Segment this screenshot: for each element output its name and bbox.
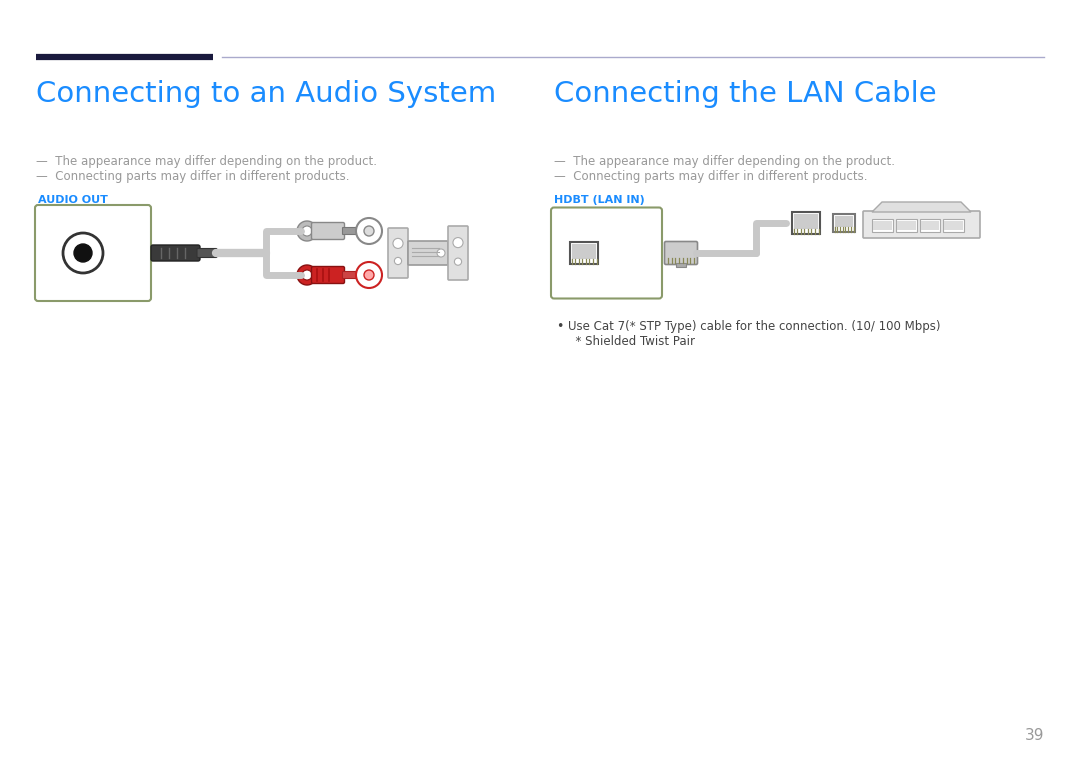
Text: —  The appearance may differ depending on the product.: — The appearance may differ depending on… [554,155,895,168]
FancyBboxPatch shape [35,205,151,301]
Circle shape [437,249,445,257]
FancyBboxPatch shape [448,226,468,280]
Text: Connecting the LAN Cable: Connecting the LAN Cable [554,80,936,108]
FancyBboxPatch shape [863,211,980,238]
Bar [572,244,596,259]
Polygon shape [872,202,971,212]
Circle shape [394,257,402,265]
Circle shape [302,226,312,236]
Bar [920,221,940,230]
Bar [943,219,964,232]
Text: AUDIO OUT: AUDIO OUT [38,195,108,205]
FancyBboxPatch shape [311,266,345,284]
Bar [919,219,941,232]
FancyBboxPatch shape [408,241,448,265]
Circle shape [63,233,103,273]
Circle shape [297,265,318,285]
Circle shape [455,258,461,266]
Circle shape [356,218,382,244]
FancyBboxPatch shape [311,223,345,240]
Text: —  Connecting parts may differ in different products.: — Connecting parts may differ in differe… [554,170,867,183]
Bar [873,221,892,230]
Bar [792,212,820,234]
FancyBboxPatch shape [551,208,662,298]
Text: •: • [556,320,564,333]
FancyBboxPatch shape [388,228,408,278]
Circle shape [393,238,403,249]
Bar [896,221,916,230]
Bar [570,242,598,264]
Text: Connecting to an Audio System: Connecting to an Audio System [36,80,496,108]
Circle shape [297,221,318,241]
Circle shape [364,270,374,280]
Bar [895,219,917,232]
Bar [872,219,893,232]
FancyBboxPatch shape [342,227,357,234]
Text: HDBT (LAN IN): HDBT (LAN IN) [554,195,645,205]
Bar [794,214,818,229]
Circle shape [356,262,382,288]
Circle shape [453,237,463,248]
Circle shape [75,244,92,262]
FancyBboxPatch shape [197,249,217,257]
FancyBboxPatch shape [342,272,357,278]
Bar [676,263,686,267]
Circle shape [364,226,374,236]
Text: * Shielded Twist Pair: * Shielded Twist Pair [568,335,696,348]
Circle shape [302,270,312,280]
Text: —  The appearance may differ depending on the product.: — The appearance may differ depending on… [36,155,377,168]
Bar [835,216,853,227]
Bar [944,221,963,230]
FancyBboxPatch shape [151,245,200,261]
Text: 39: 39 [1025,728,1044,743]
Text: Use Cat 7(* STP Type) cable for the connection. (10/ 100 Mbps): Use Cat 7(* STP Type) cable for the conn… [568,320,941,333]
FancyBboxPatch shape [664,242,698,265]
Text: —  Connecting parts may differ in different products.: — Connecting parts may differ in differe… [36,170,350,183]
Bar [833,214,855,232]
